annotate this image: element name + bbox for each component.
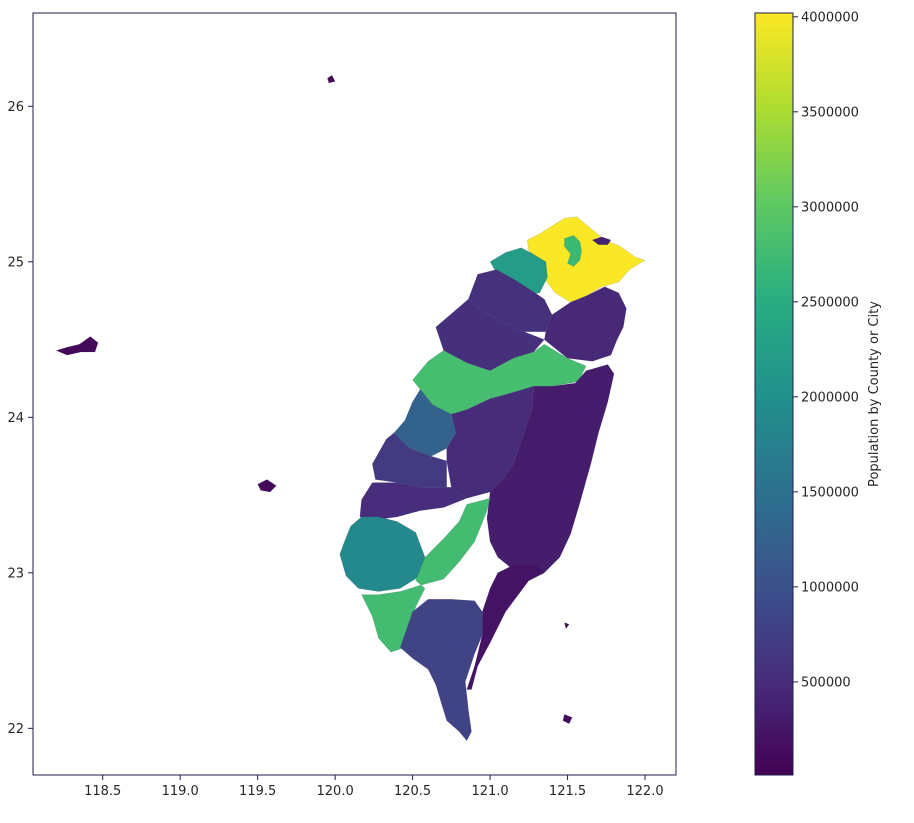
region-14 (361, 497, 491, 653)
x-axis: 118.5 119.0 119.5 120.0 120.5 121.0 121.5 122.0 (84, 775, 664, 799)
colorbar-tick-label: 1000000 (801, 580, 859, 595)
y-tick-label: 25 (7, 255, 24, 270)
region-15 (399, 599, 483, 742)
region-10 (486, 364, 615, 581)
map-regions (55, 74, 646, 742)
region-6 (435, 298, 545, 371)
x-tick-label: 121.0 (471, 784, 508, 799)
region-13 (339, 516, 426, 592)
region-7 (412, 343, 587, 415)
x-tick-label: 120.5 (394, 784, 431, 799)
colorbar-ticks: 500000 1000000 1500000 2000000 2500000 300000… (793, 10, 859, 690)
colorbar-tick-label: 4000000 (801, 10, 859, 25)
region-18 (257, 479, 277, 493)
x-tick-label: 119.0 (162, 784, 199, 799)
colorbar-tick-label: 2500000 (801, 295, 859, 310)
region-0 (527, 216, 646, 303)
x-tick-label: 120.0 (317, 784, 354, 799)
colorbar-label: Population by County or City (867, 301, 882, 487)
x-tick-label: 118.5 (84, 784, 121, 799)
region-20 (562, 714, 573, 724)
region-1 (564, 235, 582, 267)
region-12 (359, 482, 468, 521)
region-19 (327, 74, 336, 84)
y-axis: 22 23 24 25 26 (7, 100, 33, 737)
y-tick-label: 23 (7, 566, 24, 581)
colorbar-tick-label: 3500000 (801, 105, 859, 120)
colorbar (754, 12, 794, 776)
y-tick-label: 22 (7, 722, 24, 737)
plot-frame (32, 12, 677, 776)
colorbar-tick-label: 1500000 (801, 485, 859, 500)
y-tick-label: 26 (7, 100, 24, 115)
region-17 (55, 336, 99, 356)
x-tick-label: 122.0 (626, 784, 663, 799)
region-21 (564, 622, 570, 630)
region-16 (466, 564, 545, 690)
x-tick-label: 119.5 (239, 784, 276, 799)
colorbar-tick-label: 500000 (801, 675, 851, 690)
region-11 (372, 432, 447, 488)
x-tick-label: 121.5 (549, 784, 586, 799)
region-2 (591, 236, 612, 245)
colorbar-tick-label: 2000000 (801, 390, 859, 405)
colorbar-tick-label: 3000000 (801, 200, 859, 215)
region-5 (544, 286, 627, 362)
y-tick-label: 24 (7, 411, 24, 426)
